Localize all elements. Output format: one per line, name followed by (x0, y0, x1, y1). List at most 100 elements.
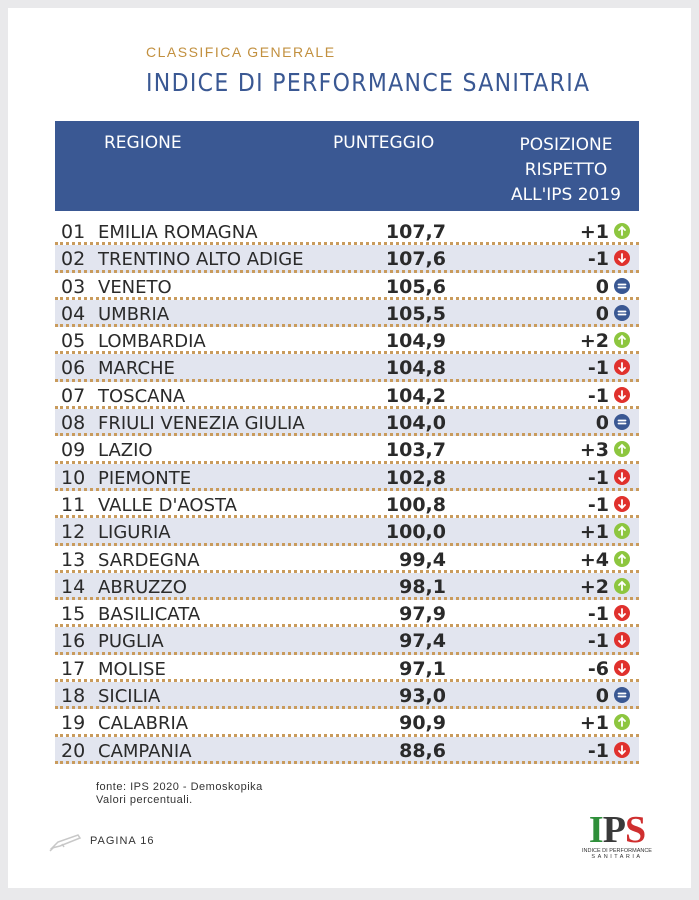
source-note: fonte: IPS 2020 - Demoskopika (96, 781, 263, 793)
logo-letter-p: P (602, 809, 626, 851)
score-cell: 97,1 (399, 657, 446, 680)
position-change-cell: +1 (579, 221, 609, 243)
score-cell: 102,8 (385, 466, 446, 489)
section-eyebrow: CLASSIFICA GENERALE (146, 44, 336, 60)
score-cell: 105,6 (385, 275, 446, 298)
arrow-down-circle-icon (614, 495, 630, 512)
column-header-position: POSIZIONE RISPETTO ALL'IPS 2019 (502, 133, 630, 208)
score-cell: 105,5 (385, 302, 446, 325)
region-cell: CALABRIA (98, 713, 189, 735)
values-note: Valori percentuali. (96, 794, 193, 806)
score-cell: 98,1 (399, 575, 446, 598)
column-header-score: PUNTEGGIO (333, 133, 435, 153)
column-header-position-line: RISPETTO (524, 160, 608, 180)
rank-cell: 16 (61, 630, 86, 653)
position-change-cell: +1 (579, 521, 609, 544)
arrow-down-circle-icon (614, 386, 630, 403)
rank-cell: 10 (61, 466, 86, 489)
region-cell: MARCHE (98, 358, 175, 380)
page-title: INDICE DI PERFORMANCE SANITARIA (146, 68, 591, 97)
rank-cell: 14 (61, 575, 86, 598)
table-header: REGIONE PUNTEGGIO POSIZIONE RISPETTO ALL… (55, 121, 639, 211)
position-change-cell: -1 (587, 603, 609, 626)
table-row: 01 EMILIA ROMAGNA 107,7 +1 (55, 218, 639, 246)
table-row: 19 CALABRIA 90,9 +1 (55, 709, 639, 737)
position-change-cell: +3 (579, 439, 609, 462)
rank-cell: 05 (61, 330, 86, 353)
score-cell: 104,8 (385, 357, 446, 380)
rank-cell: 02 (61, 248, 86, 271)
table-row: 07 TOSCANA 104,2 -1 (55, 382, 639, 410)
position-change-cell: -1 (587, 357, 609, 380)
arrow-down-circle-icon (614, 359, 630, 376)
score-cell: 107,6 (385, 248, 446, 271)
region-cell: LOMBARDIA (98, 331, 206, 353)
arrow-up-circle-icon (614, 223, 630, 239)
logo-letter-s: S (624, 809, 646, 851)
table-row: 11 VALLE D'AOSTA 100,8 -1 (55, 491, 639, 519)
region-cell: MOLISE (98, 658, 166, 680)
score-cell: 104,2 (385, 384, 446, 407)
region-cell: SARDEGNA (98, 549, 200, 571)
table-row: 05 LOMBARDIA 104,9 +2 (55, 327, 639, 355)
region-cell: CAMPANIA (98, 740, 192, 762)
region-cell: VALLE D'AOSTA (98, 494, 237, 516)
equals-circle-icon (614, 414, 630, 431)
rank-cell: 20 (61, 739, 86, 762)
position-change-cell: -1 (587, 248, 609, 271)
rank-cell: 11 (61, 493, 86, 516)
table-row: 12 LIGURIA 100,0 +1 (55, 518, 639, 546)
position-change-cell: +2 (579, 575, 609, 598)
column-header-region: REGIONE (104, 133, 182, 153)
table-row: 04 UMBRIA 105,5 0 (55, 299, 639, 328)
position-change-cell: +4 (579, 548, 609, 571)
position-change-cell: -1 (587, 493, 609, 516)
region-cell: LAZIO (98, 440, 153, 462)
arrow-up-circle-icon (614, 577, 630, 594)
table-row: 14 ABRUZZO 98,1 +2 (55, 572, 639, 601)
position-change-cell: -1 (587, 384, 609, 407)
region-cell: PUGLIA (98, 631, 164, 653)
position-change-cell: 0 (595, 412, 609, 435)
table-row: 15 BASILICATA 97,9 -1 (55, 600, 639, 628)
table-row: 08 FRIULI VENEZIA GIULIA 104,0 0 (55, 409, 639, 437)
table-row: 16 PUGLIA 97,4 -1 (55, 627, 639, 655)
position-change-cell: 0 (595, 302, 609, 325)
position-change-cell: -1 (587, 630, 609, 653)
table-row: 02 TRENTINO ALTO ADIGE 107,6 -1 (55, 245, 639, 273)
region-cell: TOSCANA (98, 385, 186, 407)
position-change-cell: 0 (595, 685, 609, 708)
equals-circle-icon (614, 277, 630, 294)
region-cell: PIEMONTE (98, 467, 192, 489)
equals-circle-icon (614, 304, 630, 321)
position-change-cell: -1 (587, 739, 609, 762)
rank-cell: 18 (61, 685, 86, 708)
table-row: 10 PIEMONTE 102,8 -1 (55, 463, 639, 491)
rank-cell: 08 (61, 412, 86, 435)
position-change-cell: +2 (579, 330, 609, 353)
ranking-table-body: 01 EMILIA ROMAGNA 107,7 +1 02 TRENTINO ALTO A… (55, 218, 639, 764)
arrow-up-circle-icon (614, 441, 630, 458)
region-cell: BASILICATA (98, 604, 201, 626)
region-cell: FRIULI VENEZIA GIULIA (98, 413, 305, 435)
table-row: 17 MOLISE 97,1 -6 (55, 655, 639, 683)
rank-cell: 13 (61, 548, 86, 571)
table-row: 03 VENETO 105,6 0 (55, 273, 639, 300)
score-cell: 107,7 (385, 221, 446, 243)
table-row: 18 SICILIA 93,0 0 (55, 682, 639, 710)
score-cell: 104,9 (385, 330, 446, 353)
arrow-up-circle-icon (614, 332, 630, 349)
region-cell: UMBRIA (98, 303, 170, 325)
rank-cell: 15 (61, 603, 86, 626)
rank-cell: 01 (61, 221, 86, 243)
ips-logo: IPS INDICE DI PERFORMANCE SANITARIA (582, 809, 652, 860)
position-change-cell: +1 (579, 712, 609, 735)
arrow-down-circle-icon (614, 741, 630, 758)
score-cell: 93,0 (399, 685, 446, 708)
arrow-up-circle-icon (614, 550, 630, 567)
score-cell: 90,9 (399, 712, 446, 735)
region-cell: VENETO (98, 276, 172, 298)
rank-cell: 03 (61, 275, 86, 298)
position-change-cell: -1 (587, 466, 609, 489)
table-row: 09 LAZIO 103,7 +3 (55, 436, 639, 464)
